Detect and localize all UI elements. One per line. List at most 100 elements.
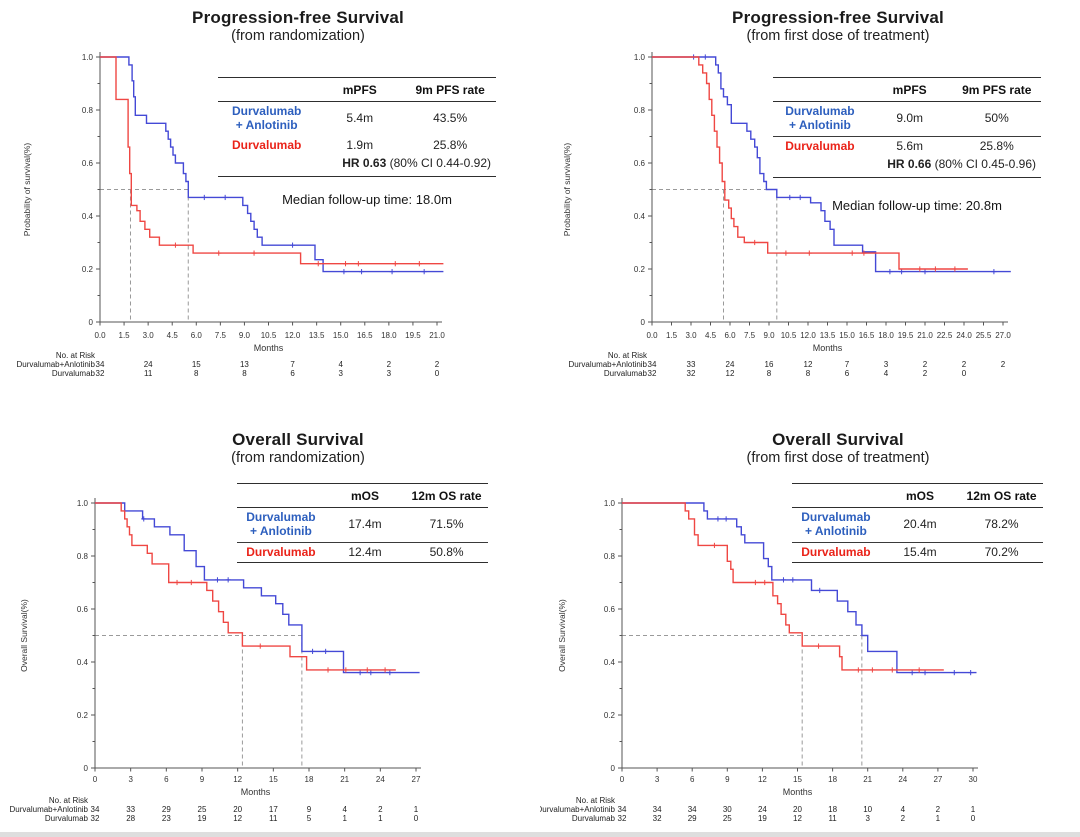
svg-text:1.0: 1.0 [604,499,616,508]
svg-text:3: 3 [387,369,392,378]
svg-text:2: 2 [923,360,928,369]
svg-text:3: 3 [128,775,133,784]
stats-row-mono: Durvalumab 1.9m 25.8% [218,136,496,156]
svg-text:7: 7 [290,360,295,369]
svg-text:18.0: 18.0 [381,331,397,340]
svg-text:4: 4 [901,805,906,814]
stats-value: 71.5% [429,516,464,531]
svg-text:9: 9 [725,775,730,784]
stats-header-blank [792,484,880,508]
stats-value: 17.4m [348,516,382,531]
svg-text:16.5: 16.5 [859,331,875,340]
svg-text:8: 8 [806,369,811,378]
svg-text:8: 8 [242,369,247,378]
median-guides [100,189,189,322]
svg-text:3: 3 [655,775,660,784]
svg-text:32: 32 [618,814,627,823]
svg-text:1: 1 [342,814,347,823]
stats-header-blank [237,484,325,508]
svg-text:24: 24 [898,775,907,784]
svg-text:20: 20 [793,805,802,814]
svg-text:32: 32 [687,369,696,378]
median-guides [622,635,863,768]
svg-text:2: 2 [387,360,392,369]
svg-text:Months: Months [241,787,271,797]
svg-text:24: 24 [758,805,767,814]
svg-text:1: 1 [971,805,976,814]
svg-text:0: 0 [89,318,94,327]
bottom-divider [0,832,1080,837]
stats-table: mPFS 9m PFS rate Durvalumab + Anlotinib 5… [218,77,496,178]
svg-text:34: 34 [96,360,105,369]
svg-text:33: 33 [687,360,696,369]
svg-text:0.6: 0.6 [77,605,89,614]
svg-text:21: 21 [863,775,872,784]
km-curve-mono [95,502,396,671]
svg-text:1: 1 [936,814,941,823]
stats-header-mos: mOS [350,489,379,503]
svg-text:0.8: 0.8 [77,552,89,561]
arm-label-combo: Durvalumab + Anlotinib [231,104,302,132]
svg-text:0.8: 0.8 [82,106,94,115]
panel-os-from-first-dose: Overall Survival (from first dose of tre… [540,418,1080,837]
svg-text:11: 11 [269,814,278,823]
svg-text:0.0: 0.0 [646,331,658,340]
svg-text:19: 19 [758,814,767,823]
svg-text:12: 12 [758,775,767,784]
svg-text:6.0: 6.0 [724,331,736,340]
svg-text:21: 21 [340,775,349,784]
svg-text:7.5: 7.5 [215,331,227,340]
svg-text:Overall Survival(%): Overall Survival(%) [19,599,29,672]
stats-header-row: mOS 12m OS rate [792,484,1043,508]
svg-text:12: 12 [233,775,242,784]
svg-text:13.5: 13.5 [309,331,325,340]
svg-text:Durvalumab: Durvalumab [45,814,89,823]
svg-text:2: 2 [923,369,928,378]
axis-labels: 0 0.2 0.4 0.6 0.8 1.0 0 3 6 9 12 15 18 21 24 27 Months Ov… [19,499,421,797]
stats-header-rate: 9m PFS rate [962,83,1032,97]
km-plot-pfs-randomization: 0 0.2 0.4 0.6 0.8 1.0 0.0 1.5 3.0 4.5 6.0 7.5 9.0 10.… [17,52,445,378]
svg-text:Probability of survival(%): Probability of survival(%) [562,143,572,237]
svg-text:11: 11 [828,814,837,823]
svg-text:0: 0 [641,318,646,327]
svg-text:27.0: 27.0 [995,331,1011,340]
axes [91,498,421,772]
stats-row-mono: Durvalumab 15.4m 70.2% [792,542,1043,563]
svg-text:3.0: 3.0 [143,331,155,340]
stats-table: mOS 12m OS rate Durvalumab + Anlotinib 17… [237,483,488,564]
svg-text:30: 30 [723,805,732,814]
svg-text:0.8: 0.8 [604,552,616,561]
svg-text:15: 15 [269,775,278,784]
svg-text:24.0: 24.0 [956,331,972,340]
svg-text:0.2: 0.2 [634,265,646,274]
svg-text:4.5: 4.5 [167,331,179,340]
stats-table: mPFS 9m PFS rate Durvalumab + Anlotinib 9… [773,77,1041,179]
censor-marks-combo [691,54,997,275]
censor-marks-mono [174,579,388,673]
svg-text:1.5: 1.5 [666,331,678,340]
svg-text:0: 0 [620,775,625,784]
svg-text:6.0: 6.0 [191,331,203,340]
panel-pfs-from-randomization: Progression-free Survival (from randomiz… [0,0,540,410]
svg-text:4.5: 4.5 [705,331,717,340]
svg-text:29: 29 [688,814,697,823]
svg-text:Durvalumab+Anlotinib: Durvalumab+Anlotinib [540,805,616,814]
svg-text:0: 0 [435,369,440,378]
svg-text:Durvalumab: Durvalumab [604,369,648,378]
stats-value: 70.2% [984,544,1019,559]
svg-text:6: 6 [845,369,850,378]
svg-text:No. at Risk: No. at Risk [608,351,648,360]
panel-title: Progression-free Survival [732,8,944,27]
svg-text:1.0: 1.0 [634,53,646,62]
svg-text:30: 30 [969,775,978,784]
svg-text:2: 2 [435,360,440,369]
svg-text:27: 27 [412,775,421,784]
svg-text:3.0: 3.0 [685,331,697,340]
svg-text:6: 6 [164,775,169,784]
km-plot-os-randomization: 00.20.40.60.81.00 3 6 9 12 15 18 21 24 27MonthsOv… [10,498,421,823]
stats-value: 1.9m [346,137,374,152]
svg-text:1.5: 1.5 [119,331,131,340]
svg-text:1: 1 [378,814,383,823]
